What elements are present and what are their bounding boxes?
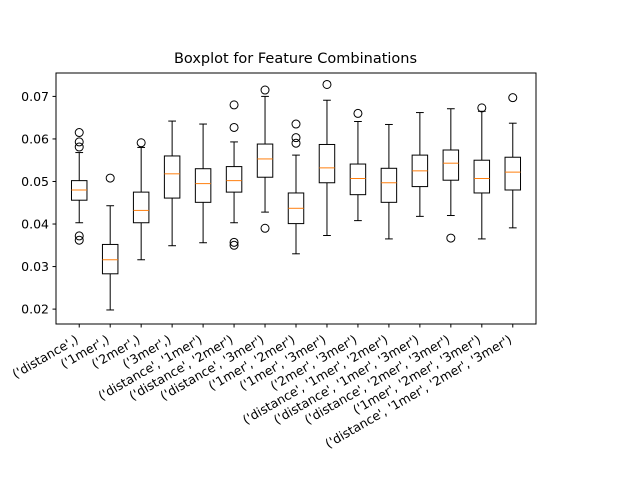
box-iqr — [473, 159, 491, 194]
y-tick-label: 0.06 — [21, 131, 49, 146]
box-group — [194, 123, 212, 244]
box-iqr — [318, 143, 336, 184]
box-group — [132, 138, 150, 261]
box-iqr — [194, 168, 212, 203]
box-group — [287, 119, 305, 255]
box-iqr — [132, 191, 150, 224]
box-group — [101, 173, 119, 311]
box-group — [473, 103, 491, 240]
box-iqr — [225, 166, 243, 193]
y-tick-label: 0.04 — [21, 217, 49, 232]
outlier-point — [291, 138, 301, 148]
box-group — [349, 108, 367, 222]
box-iqr — [349, 163, 367, 196]
box-iqr — [380, 167, 398, 203]
box-group — [163, 120, 181, 247]
box-group — [380, 123, 398, 240]
outlier-point — [229, 100, 239, 110]
box-iqr — [101, 243, 119, 275]
box-group — [442, 108, 460, 243]
outlier-point — [260, 223, 270, 233]
box-group — [70, 128, 88, 245]
outlier-point — [229, 237, 239, 247]
box-group — [411, 112, 429, 217]
axes-frame — [55, 72, 537, 325]
box-group — [256, 85, 274, 233]
outlier-point — [260, 85, 270, 95]
outlier-point — [229, 122, 239, 132]
box-group — [504, 93, 522, 229]
box-group — [225, 100, 243, 250]
outlier-point — [322, 79, 332, 89]
outlier-point — [74, 231, 84, 241]
plot-area — [70, 79, 522, 311]
box-iqr — [163, 155, 181, 199]
outlier-point — [105, 173, 115, 183]
y-tick-label: 0.07 — [21, 89, 49, 104]
outlier-point — [74, 235, 84, 245]
box-iqr — [504, 156, 522, 191]
outlier-point — [291, 119, 301, 129]
outlier-point — [446, 233, 456, 243]
y-tick-label: 0.03 — [21, 259, 49, 274]
outlier-point — [74, 128, 84, 138]
outlier-point — [508, 93, 518, 103]
outlier-point — [291, 133, 301, 143]
chart-title: Boxplot for Feature Combinations — [174, 51, 417, 67]
outlier-point — [74, 142, 84, 152]
y-tick-label: 0.05 — [21, 174, 49, 189]
outlier-point — [477, 103, 487, 113]
x-axis: ('distance',)('1mer',)('2mer',)('3mer',)… — [10, 324, 514, 451]
outlier-point — [136, 138, 146, 148]
outlier-point — [229, 240, 239, 250]
outlier-point — [353, 108, 363, 118]
outlier-point — [74, 137, 84, 147]
box-iqr — [442, 149, 460, 181]
box-iqr — [256, 143, 274, 178]
y-axis: 0.02 0.03 0.04 0.05 0.06 0.07 — [21, 89, 56, 317]
box-group — [318, 79, 336, 237]
y-tick-label: 0.02 — [21, 302, 49, 317]
